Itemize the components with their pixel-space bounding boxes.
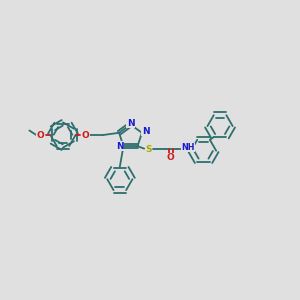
Text: N: N bbox=[142, 127, 149, 136]
Text: O: O bbox=[37, 130, 44, 140]
Text: N: N bbox=[116, 142, 124, 151]
Text: O: O bbox=[167, 153, 175, 162]
Text: NH: NH bbox=[182, 143, 195, 152]
Text: N: N bbox=[127, 118, 134, 127]
Text: O: O bbox=[82, 130, 89, 140]
Text: S: S bbox=[146, 145, 152, 154]
